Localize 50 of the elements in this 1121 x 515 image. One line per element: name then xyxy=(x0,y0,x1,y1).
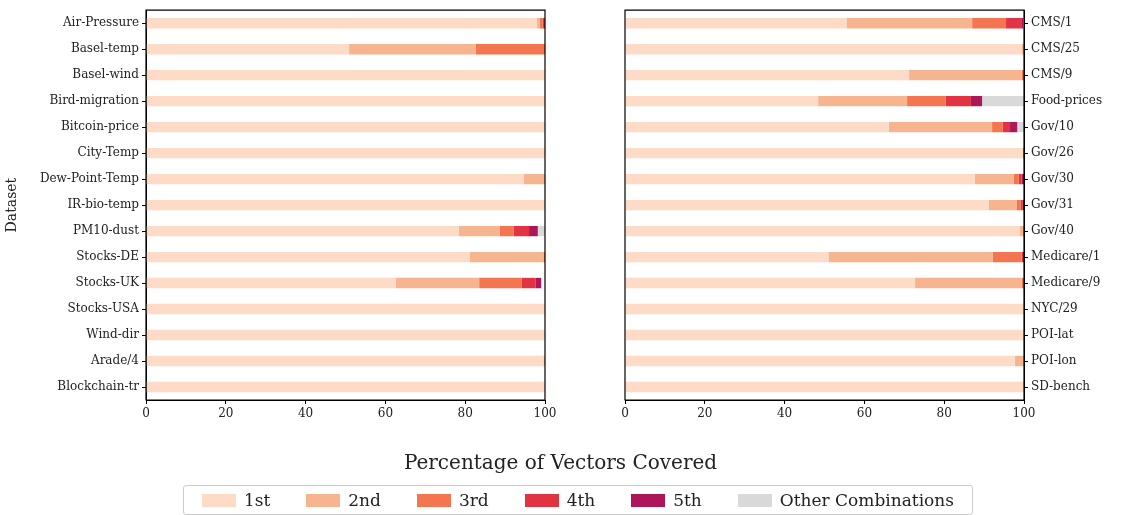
y-tick-label: CMS/1 xyxy=(1031,15,1073,30)
y-tick-label: CMS/25 xyxy=(1031,41,1081,56)
y-tick-label: Bird-migration xyxy=(49,93,140,108)
x-tick-label: 40 xyxy=(776,406,793,421)
y-tick-label: Basel-wind xyxy=(72,67,140,82)
y-tick-label: Bitcoin-price xyxy=(60,119,139,134)
y-tick-label: Gov/26 xyxy=(1031,145,1074,160)
y-tick-label: IR-bio-temp xyxy=(67,197,140,212)
x-tick-label: 20 xyxy=(218,406,234,421)
x-tick-label: 60 xyxy=(377,406,394,421)
y-tick-label: Food-prices xyxy=(1031,93,1103,108)
y-tick-label: Gov/40 xyxy=(1031,223,1074,238)
y-tick-label: Stocks-DE xyxy=(76,249,139,264)
y-tick-label: Stocks-USA xyxy=(67,301,140,316)
y-tick-label: Air-Pressure xyxy=(61,15,139,30)
y-axis-title: Dataset xyxy=(3,177,20,233)
y-tick-label: Arade/4 xyxy=(89,353,140,368)
x-tick-label: 100 xyxy=(533,406,557,421)
x-tick-label: 0 xyxy=(621,406,629,421)
y-tick-label: SD-bench xyxy=(1031,379,1091,394)
y-tick-label: Stocks-UK xyxy=(75,275,141,290)
legend-label: 2nd xyxy=(348,490,381,510)
x-tick-label: 40 xyxy=(297,406,314,421)
legend-label: 5th xyxy=(673,490,702,510)
legend-label: Other Combinations xyxy=(779,490,954,510)
y-tick-label: Medicare/1 xyxy=(1031,249,1101,264)
y-tick-label: Dew-Point-Temp xyxy=(39,171,140,186)
y-tick-label: City-Temp xyxy=(77,145,140,160)
x-tick-label: 100 xyxy=(1012,406,1036,421)
y-tick-label: Gov/31 xyxy=(1031,197,1074,212)
x-axis-title: Percentage of Vectors Covered xyxy=(402,450,719,474)
y-tick-label: Blockchain-tr xyxy=(57,379,140,394)
y-tick-label: Gov/10 xyxy=(1031,119,1074,134)
y-tick-label: POI-lon xyxy=(1031,353,1077,368)
y-tick-label: NYC/29 xyxy=(1031,301,1078,316)
y-tick-label: Medicare/9 xyxy=(1031,275,1101,290)
y-tick-label: PM10-dust xyxy=(72,223,140,238)
x-tick-label: 20 xyxy=(697,406,713,421)
legend-label: 3rd xyxy=(458,490,489,510)
x-tick-label: 80 xyxy=(936,406,952,421)
legend-label: 1st xyxy=(243,490,271,510)
x-tick-label: 0 xyxy=(142,406,150,421)
x-tick-label: 80 xyxy=(457,406,473,421)
y-tick-label: Wind-dir xyxy=(86,327,140,342)
legend-label: 4th xyxy=(566,490,596,510)
y-tick-label: Gov/30 xyxy=(1031,171,1074,186)
y-tick-label: POI-lat xyxy=(1031,327,1074,342)
x-tick-label: 60 xyxy=(856,406,873,421)
y-tick-label: Basel-temp xyxy=(70,41,140,56)
y-tick-label: CMS/9 xyxy=(1031,67,1073,82)
